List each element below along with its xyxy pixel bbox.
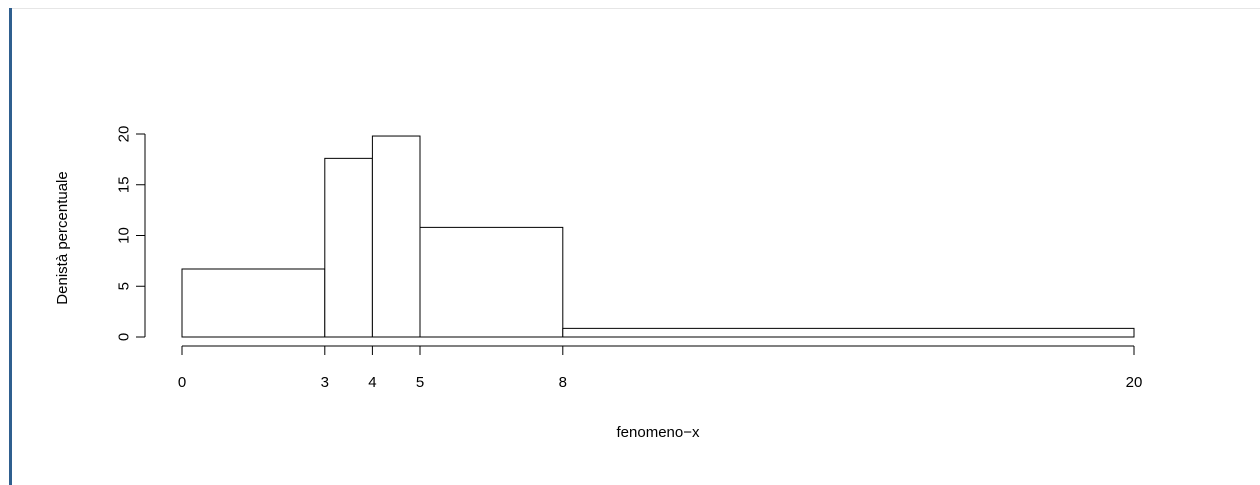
histogram-bar-1 <box>324 157 373 338</box>
y-tick-label: 20 <box>116 126 133 143</box>
x-tick-label: 8 <box>559 374 567 391</box>
y-axis-title: Denistà percentuale <box>54 171 71 304</box>
top-border-line <box>12 8 1260 9</box>
x-axis: 0 3 4 5 8 20 <box>178 345 1143 391</box>
x-ticks: 0 3 4 5 8 20 <box>178 346 1143 391</box>
x-tick-label: 4 <box>368 374 376 391</box>
histogram-bar-0 <box>181 268 326 338</box>
y-tick-label: 10 <box>116 227 133 244</box>
y-axis: 0 5 10 15 20 <box>116 126 146 341</box>
y-ticks: 0 5 10 15 20 <box>116 126 145 341</box>
left-border-accent <box>9 8 12 485</box>
x-axis-title: fenomeno−x <box>617 424 700 441</box>
histogram-bar-3 <box>419 226 564 338</box>
histogram-bar-4 <box>562 327 1135 338</box>
y-tick-label: 0 <box>116 333 133 341</box>
x-tick-label: 3 <box>321 374 329 391</box>
y-tick-label: 5 <box>116 282 133 290</box>
x-tick-label: 0 <box>178 374 186 391</box>
y-tick-label: 15 <box>116 176 133 193</box>
bars-group <box>181 135 1135 338</box>
histogram-bar-2 <box>371 135 421 338</box>
x-tick-label: 5 <box>416 374 424 391</box>
x-tick-label: 20 <box>1126 374 1143 391</box>
